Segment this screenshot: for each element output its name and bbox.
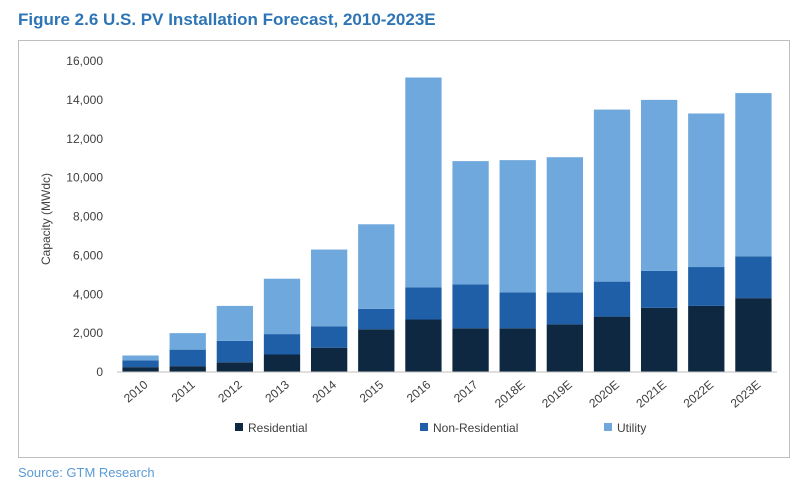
y-tick-label: 4,000 bbox=[73, 287, 103, 301]
bar-utility-2019e bbox=[546, 157, 584, 293]
x-tick-label: 2010 bbox=[121, 377, 151, 405]
y-tick-label: 0 bbox=[96, 365, 103, 379]
chart-frame: Capacity (MWdc) 0 2,000 4,000 6,000 8,000 10,… bbox=[18, 40, 790, 458]
x-axis-ticks: 2010 2011 2012 2013 2014 2015 2016 2017 2018E 201… bbox=[121, 377, 763, 410]
bar-series bbox=[122, 77, 772, 372]
x-tick-label: 2019E bbox=[539, 378, 575, 411]
bar-residential-2023e bbox=[735, 298, 772, 372]
x-tick-label: 2013 bbox=[262, 377, 292, 405]
bar-utility-2011 bbox=[169, 333, 206, 350]
bar-residential-2020e bbox=[593, 316, 631, 372]
stacked-bar-chart: Capacity (MWdc) 0 2,000 4,000 6,000 8,000 10,… bbox=[39, 54, 777, 435]
bar-non-residential-2012 bbox=[216, 340, 254, 363]
x-tick-label: 2020E bbox=[586, 378, 622, 411]
legend-label: Utility bbox=[617, 421, 646, 435]
bar-residential-2010 bbox=[122, 367, 159, 372]
bar-non-residential-2023e bbox=[735, 256, 772, 299]
x-tick-label: 2015 bbox=[357, 377, 387, 405]
y-tick-label: 12,000 bbox=[66, 132, 103, 146]
bar-utility-2015 bbox=[358, 224, 395, 309]
bar-non-residential-2021e bbox=[640, 270, 678, 308]
bar-residential-2017 bbox=[452, 328, 489, 372]
y-tick-label: 2,000 bbox=[73, 326, 103, 340]
y-tick-label: 10,000 bbox=[66, 171, 103, 185]
y-tick-label: 16,000 bbox=[66, 54, 103, 68]
bar-utility-2020e bbox=[593, 109, 631, 282]
x-tick-label: 2021E bbox=[633, 378, 669, 411]
y-axis-ticks: 0 2,000 4,000 6,000 8,000 10,000 12,000 14,000 1… bbox=[66, 54, 103, 379]
bar-utility-2021e bbox=[640, 99, 678, 271]
bar-utility-2016 bbox=[405, 77, 442, 288]
bar-residential-2019e bbox=[546, 324, 584, 372]
bar-residential-2014 bbox=[310, 347, 348, 372]
bar-utility-2022e bbox=[688, 113, 725, 268]
x-tick-label: 2022E bbox=[681, 378, 717, 411]
x-tick-label: 2017 bbox=[451, 377, 481, 405]
legend-label: Residential bbox=[248, 421, 307, 435]
y-tick-label: 6,000 bbox=[73, 248, 103, 262]
bar-residential-2022e bbox=[688, 305, 725, 372]
bar-utility-2013 bbox=[263, 278, 301, 335]
bar-residential-2021e bbox=[640, 307, 678, 372]
bar-utility-2018e bbox=[499, 160, 536, 293]
bar-residential-2011 bbox=[169, 366, 206, 372]
bar-utility-2010 bbox=[122, 355, 159, 361]
legend-swatch-1 bbox=[235, 423, 243, 431]
bar-utility-2014 bbox=[310, 249, 348, 327]
legend-label: Non-Residential bbox=[433, 421, 518, 435]
bar-non-residential-2011 bbox=[169, 349, 206, 367]
bar-non-residential-2015 bbox=[358, 308, 395, 330]
x-tick-label: 2014 bbox=[310, 377, 340, 405]
bar-non-residential-2020e bbox=[593, 281, 631, 317]
bar-non-residential-2013 bbox=[263, 334, 301, 355]
y-tick-label: 14,000 bbox=[66, 93, 103, 107]
legend-swatch-2 bbox=[420, 423, 428, 431]
bar-non-residential-2017 bbox=[452, 284, 489, 329]
bar-non-residential-2022e bbox=[688, 267, 725, 306]
bar-residential-2012 bbox=[216, 362, 254, 372]
bar-utility-2012 bbox=[216, 305, 254, 341]
bar-non-residential-2018e bbox=[499, 292, 536, 329]
bar-residential-2015 bbox=[358, 329, 395, 372]
y-axis-title: Capacity (MWdc) bbox=[39, 173, 53, 265]
x-tick-label: 2011 bbox=[169, 377, 198, 405]
y-axis-title-group: Capacity (MWdc) bbox=[39, 173, 53, 265]
x-tick-label: 2012 bbox=[215, 377, 245, 405]
bar-residential-2018e bbox=[499, 328, 536, 372]
bar-utility-2017 bbox=[452, 161, 489, 285]
source-note: Source: GTM Research bbox=[18, 465, 155, 480]
bar-non-residential-2016 bbox=[405, 287, 442, 320]
bar-residential-2016 bbox=[405, 319, 442, 372]
legend: Residential Non-Residential Utility bbox=[235, 421, 646, 435]
bar-non-residential-2019e bbox=[546, 292, 584, 325]
bar-non-residential-2010 bbox=[122, 360, 159, 368]
x-tick-label: 2023E bbox=[728, 378, 764, 411]
bar-residential-2013 bbox=[263, 354, 301, 372]
y-tick-label: 8,000 bbox=[73, 210, 103, 224]
x-tick-label: 2016 bbox=[404, 377, 434, 405]
figure-title: Figure 2.6 U.S. PV Installation Forecast… bbox=[18, 10, 436, 29]
bar-utility-2023e bbox=[735, 93, 772, 257]
x-tick-label: 2018E bbox=[492, 378, 528, 411]
legend-swatch-3 bbox=[604, 423, 612, 431]
bar-non-residential-2014 bbox=[310, 326, 348, 348]
